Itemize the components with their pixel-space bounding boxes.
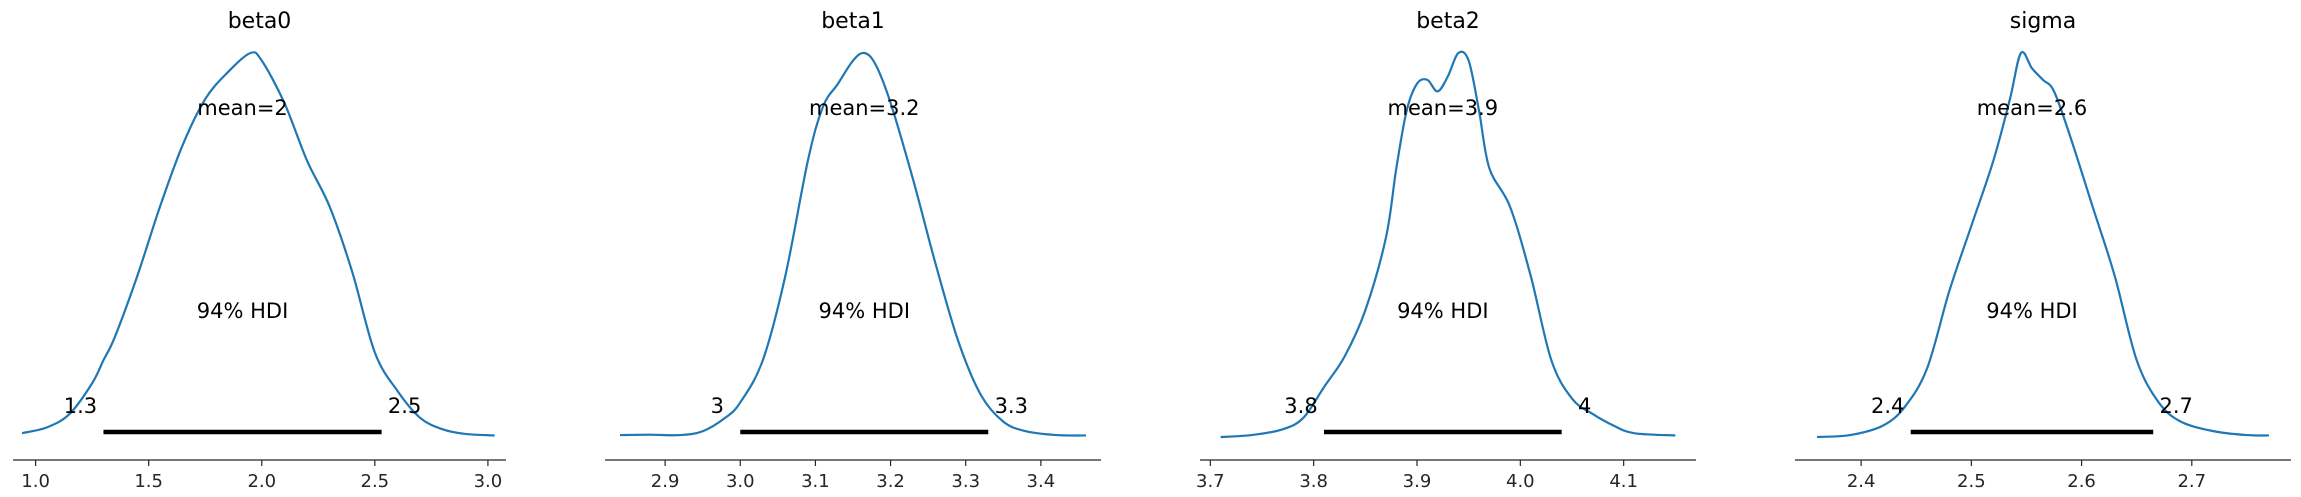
panel-beta2: beta2 3.7 3.8 3.9 4.0 4.1 3.8 4 94% HDI mean=3.9 <box>1196 9 1696 492</box>
panel-beta1-mean-label: mean=3.2 <box>809 96 920 120</box>
panel-beta2-tick-label: 3.9 <box>1403 471 1432 492</box>
panel-beta0-tick-label: 2.5 <box>361 471 390 492</box>
panel-sigma-tick-label: 2.6 <box>2067 471 2096 492</box>
panel-beta2-hdi-low-label: 3.8 <box>1284 394 1317 418</box>
panel-beta1-hdi-low-label: 3 <box>711 394 724 418</box>
panel-beta1-tick-label: 2.9 <box>651 471 680 492</box>
panel-beta0-density-curve <box>21 51 495 437</box>
panel-sigma-hdi-high-label: 2.7 <box>2160 394 2193 418</box>
panel-beta1-hdi-label: 94% HDI <box>819 299 911 323</box>
panel-beta2-mean-label: mean=3.9 <box>1388 96 1499 120</box>
panel-beta1-title: beta1 <box>821 9 885 34</box>
panel-sigma-hdi-label: 94% HDI <box>1986 299 2078 323</box>
panel-beta2-density-curve <box>1220 50 1676 439</box>
panel-sigma: sigma 2.4 2.5 2.6 2.7 2.4 2.7 94% HDI mean=2.6 <box>1795 9 2291 492</box>
panel-beta1-density-curve <box>620 51 1086 437</box>
panel-beta1-tick-label: 3.1 <box>801 471 830 492</box>
panel-sigma-hdi-low-label: 2.4 <box>1871 394 1904 418</box>
panel-beta2-hdi-high-label: 4 <box>1578 394 1591 418</box>
panel-beta0-hdi-label: 94% HDI <box>197 299 289 323</box>
panel-beta1-tick-label: 3.0 <box>726 471 755 492</box>
panel-beta1: beta1 2.9 3.0 3.1 3.2 3.3 3.4 3 3.3 94% HDI mean=3… <box>605 9 1101 492</box>
panel-beta0-title: beta0 <box>228 9 292 34</box>
panel-beta2-tick-label: 3.7 <box>1196 471 1225 492</box>
panel-sigma-tick-label: 2.4 <box>1847 471 1876 492</box>
panel-sigma-density-curve <box>1816 50 2269 439</box>
panel-beta0-hdi-high-label: 2.5 <box>388 394 421 418</box>
panel-sigma-mean-label: mean=2.6 <box>1977 96 2088 120</box>
panel-beta2-tick-label: 4.0 <box>1506 471 1535 492</box>
panel-beta0-mean-label: mean=2 <box>197 96 288 120</box>
panel-beta2-title: beta2 <box>1416 9 1480 34</box>
panel-beta0-tick-label: 3.0 <box>474 471 503 492</box>
panel-sigma-title: sigma <box>2010 9 2076 34</box>
panel-beta1-tick-label: 3.4 <box>1027 471 1056 492</box>
panel-beta2-tick-label: 4.1 <box>1609 471 1638 492</box>
panel-beta0-hdi-low-label: 1.3 <box>64 394 97 418</box>
panel-beta2-tick-label: 3.8 <box>1299 471 1328 492</box>
panel-beta2-hdi-label: 94% HDI <box>1397 299 1489 323</box>
panel-sigma-tick-label: 2.5 <box>1957 471 1986 492</box>
panel-beta1-hdi-high-label: 3.3 <box>995 394 1028 418</box>
panel-beta0-tick-label: 1.0 <box>21 471 50 492</box>
panel-beta1-tick-label: 3.3 <box>951 471 980 492</box>
panel-beta0: beta0 1.0 1.5 2.0 2.5 3.0 1.3 2.5 94% HDI mean=2 <box>13 9 506 492</box>
panel-beta0-tick-label: 1.5 <box>134 471 163 492</box>
panel-beta1-tick-label: 3.2 <box>876 471 905 492</box>
panel-beta0-tick-label: 2.0 <box>247 471 276 492</box>
panel-sigma-tick-label: 2.7 <box>2177 471 2206 492</box>
